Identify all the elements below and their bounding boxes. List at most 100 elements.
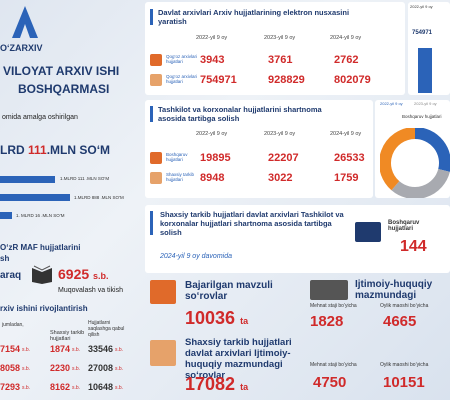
cell-unit: s.b. [22, 366, 31, 372]
legend: 2023-yil 9 oy [414, 101, 437, 106]
cell-unit: s.b. [115, 385, 124, 391]
unit: s.b. [93, 271, 109, 281]
value-number: 17082 [185, 374, 236, 394]
item-value: 10151 [383, 374, 425, 391]
section-title: Tashkilot va korxonalar hujjatlarini sha… [158, 105, 322, 123]
cell-value: 2230 [50, 363, 71, 373]
value: 17082 ta [185, 374, 248, 395]
row-value: 3022 [268, 172, 293, 184]
value: 10036 ta [185, 308, 248, 329]
column-header: 2022-yil 9 oy [196, 131, 228, 137]
bar-label: 1.MLRD 888 .MLN SO‘M [74, 195, 124, 200]
row-icon [150, 172, 162, 184]
item-label: Oylik maoshi bo‘yicha [380, 303, 429, 309]
bar [0, 212, 12, 219]
cell-unit: s.b. [22, 347, 31, 353]
maf-title: O‘zR MAF hujjatlarini [0, 243, 81, 252]
row-label: Shaxsiy tarkib hujjatlari [166, 172, 195, 182]
cell-unit: s.b. [72, 385, 81, 391]
row-value: 1759 [334, 172, 359, 184]
cell-unit: s.b. [22, 385, 31, 391]
item-label: Mehnat staji bo‘yicha [310, 303, 357, 309]
bar-label: 1.MLRD 111 .MLN SO‘M [60, 176, 110, 181]
title: Ijtimoiy-huquqiy mazmundagi [355, 279, 433, 301]
cell-unit: s.b. [72, 347, 81, 353]
donut-segment [380, 128, 416, 191]
varaq: araq [0, 270, 22, 281]
logo-icon [12, 6, 38, 38]
row-value: 802079 [334, 74, 371, 86]
item-value: 1828 [310, 313, 344, 330]
cell-value: 27008 [88, 363, 114, 373]
value: 144 [400, 238, 427, 255]
cell-value: 1874 [50, 344, 71, 354]
accent [150, 211, 153, 235]
row-value: 754971 [200, 74, 237, 86]
table-header: Hujjatlarni saqlashga qabul qilish [88, 320, 125, 338]
table-header: Shaxsiy tarkib hujjatlari [50, 330, 85, 342]
row-value: 26533 [334, 152, 365, 164]
row-value: 22207 [268, 152, 299, 164]
bar [418, 48, 432, 93]
bar [0, 194, 70, 201]
title: VILOYAT ARXIV ISHI [3, 64, 120, 78]
period: 2024-yil 9 oy davomida [160, 253, 232, 260]
bar-value: 754971 [412, 30, 433, 36]
item-label: Oylik maoshi bo‘yicha [380, 362, 429, 368]
legend: 2022-yil 9 oy [380, 101, 403, 106]
title: Shaxsiy tarkib hujjatlari davlat arxivla… [185, 337, 292, 381]
row-icon [150, 74, 162, 86]
icon [310, 280, 348, 300]
accent [150, 9, 153, 25]
total-prefix: LRD [0, 143, 25, 157]
row-value: 3943 [200, 54, 225, 66]
cell-unit: s.b. [72, 366, 81, 372]
total-suffix: .MLN SO‘M [46, 143, 111, 157]
row-value: 19895 [200, 152, 231, 164]
donut-segment [414, 128, 450, 172]
panel [145, 205, 450, 273]
column-header: 2024-yil 9 oy [330, 131, 362, 137]
section-title: Shaxsiy tarkib hujjatlari davlat arxivla… [160, 210, 344, 237]
bar [0, 176, 55, 183]
book-icon [32, 265, 52, 284]
logo-text: O‘ZARXIV [0, 43, 43, 53]
bar-label: 1. MLRD 16 .MLN SO‘M [16, 213, 65, 218]
total-value: 111 [28, 143, 47, 157]
cell-value: 7293 [0, 382, 21, 392]
label: Boshqaruv hujjatlari [388, 220, 420, 232]
cell-value: 8162 [50, 382, 71, 392]
donut [380, 128, 450, 198]
count: 6925 s.b. [58, 266, 109, 282]
cell-unit: s.b. [115, 366, 124, 372]
section-title: Davlat arxivlari Arxiv hujjatlarining el… [158, 8, 350, 26]
total: LRD 111.MLN SO‘M [0, 143, 110, 157]
legend: 2022-yil 9 oy [410, 4, 433, 9]
column-header: 2023-yil 9 oy [264, 35, 296, 41]
row-value: 3761 [268, 54, 293, 66]
maf-title: sh [0, 254, 10, 263]
section-title: rxiv ishini rivojlantirish [0, 304, 88, 313]
value-number: 10036 [185, 308, 236, 328]
count-value: 6925 [58, 266, 90, 282]
accent [150, 106, 153, 122]
icon [150, 340, 176, 366]
column-header: 2022-yil 9 oy [196, 35, 228, 41]
row-label: Qog‘oz arxivlari hujjatlari [166, 54, 198, 64]
row-label: Qog‘oz arxivlari hujjatlari [166, 74, 198, 84]
unit: ta [240, 316, 249, 326]
caption: Muqovalash va tikish [58, 287, 123, 294]
panel [145, 100, 373, 198]
cell-unit: s.b. [115, 347, 124, 353]
item-label: Mehnat staji bo‘yicha [310, 362, 357, 368]
icon [150, 280, 176, 304]
donut-label: Boshqaruv hujjatlari [402, 114, 442, 119]
column-header: 2024-yil 9 oy [330, 35, 362, 41]
row-value: 928829 [268, 74, 305, 86]
unit: ta [240, 382, 249, 392]
title: BOSHQARMASI [18, 82, 110, 96]
item-value: 4750 [313, 374, 347, 391]
cell-value: 10648 [88, 382, 114, 392]
row-icon [150, 152, 162, 164]
